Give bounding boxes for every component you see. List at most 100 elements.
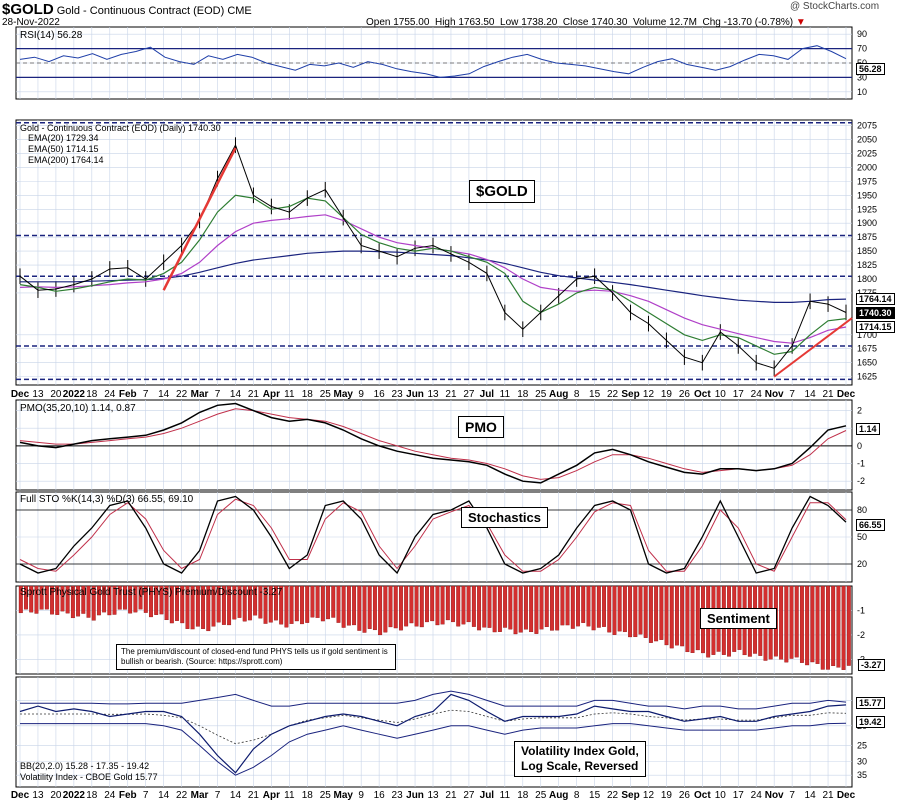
chart-date: 28-Nov-2022 (2, 17, 60, 28)
sentiment-bar (482, 585, 487, 628)
sentiment-bar (846, 585, 851, 666)
vix-callout: Volatility Index Gold, Log Scale, Revers… (514, 741, 646, 777)
x-axis-label: Mar (191, 790, 209, 800)
sentiment-bar (628, 585, 633, 638)
sto-value-tag: 66.55 (856, 519, 885, 531)
sentiment-bar (602, 585, 606, 627)
sentiment-bar (81, 585, 86, 614)
sentiment-bar (34, 585, 39, 614)
x-axis-label: 18 (86, 389, 98, 400)
ema20-legend: EMA(20) 1729.34 (28, 133, 99, 143)
sentiment-bar (695, 585, 700, 651)
sentiment-bar (518, 585, 523, 633)
x-axis-label: 21 (822, 790, 834, 800)
sentiment-bar (44, 585, 49, 610)
x-axis-label: Nov (765, 790, 784, 800)
sentiment-bar (680, 585, 685, 647)
sentiment-bar (18, 585, 23, 614)
x-axis-label: 24 (751, 790, 763, 800)
x-axis-label: 11 (500, 389, 511, 400)
sentiment-bar (70, 585, 75, 619)
sentiment-bar (320, 585, 325, 622)
x-axis-label: Oct (694, 389, 711, 400)
sentiment-bar (180, 585, 185, 624)
x-axis-label: May (333, 389, 353, 400)
x-axis-label: Sep (621, 389, 639, 400)
sentiment-bar (425, 585, 429, 623)
chart-marks (16, 45, 853, 776)
price-legend: Gold - Continuous Contract (EOD) (Daily)… (20, 123, 221, 133)
sentiment-bar (91, 585, 96, 621)
y-tick-label: 1925 (857, 204, 877, 214)
sentiment-bar (638, 585, 643, 635)
x-axis-label: Feb (119, 790, 137, 800)
sentiment-bar (169, 585, 174, 624)
sentiment-bar (612, 585, 617, 635)
x-axis-label: 22 (176, 790, 188, 800)
sentiment-bar (326, 585, 330, 620)
x-axis-label: 10 (715, 389, 727, 400)
x-axis-label: 2022 (63, 790, 86, 800)
sentiment-bar (65, 585, 70, 614)
sentiment-bar (164, 585, 169, 621)
sentiment-bar (310, 585, 315, 618)
ema200-value-tag: 1764.14 (856, 293, 895, 305)
x-axis-label: 16 (374, 389, 386, 400)
y-tick-label: -2 (857, 630, 865, 640)
x-axis-label: Dec (837, 389, 856, 400)
sentiment-bar (586, 585, 591, 627)
sentiment-bar (336, 585, 341, 623)
sentiment-bar (149, 585, 153, 618)
sentiment-bar (497, 585, 502, 632)
y-tick-label: 80 (857, 505, 867, 515)
sentiment-bar (305, 585, 310, 623)
sentiment-bar (383, 585, 388, 633)
sentiment-bar (560, 585, 565, 626)
y-tick-label: 10 (857, 87, 867, 97)
sentiment-bar (409, 585, 414, 624)
sentiment-bar (654, 585, 659, 642)
sentiment-bar (367, 585, 372, 629)
x-axis-label: 20 (50, 790, 62, 800)
sentiment-bar (445, 585, 450, 621)
sentiment-bar (607, 585, 612, 633)
sentiment-bar (794, 585, 799, 658)
sentiment-bar (76, 585, 81, 617)
stochastics-callout: Stochastics (461, 507, 548, 528)
y-tick-label: 1800 (857, 274, 877, 284)
sentiment-bar (685, 585, 690, 653)
sentiment-bar (346, 585, 351, 626)
x-axis-label: 14 (158, 389, 170, 400)
chart-panels: 9070503010207520502025200019751950192519… (15, 26, 877, 788)
sentiment-bar (300, 585, 304, 625)
vix-legend: Volatility Index - CBOE Gold 15.77 (20, 772, 158, 782)
rising-trend-line (773, 317, 853, 378)
x-axis-label: 18 (517, 790, 529, 800)
ema200-legend: EMA(200) 1764.14 (28, 155, 104, 165)
sentiment-bar (675, 585, 679, 646)
x-axis-label: 14 (805, 790, 817, 800)
sentiment-bar (841, 585, 846, 670)
x-axis-label: 19 (661, 790, 673, 800)
bb-lower-tag: 19.42 (856, 716, 885, 728)
x-axis-label: Dec (11, 790, 30, 800)
x-axis-label: 23 (392, 790, 404, 800)
sentiment-note: The premium/discount of closed-end fund … (116, 644, 396, 670)
x-axis-label: Jun (406, 790, 424, 800)
rsi-value-tag: 56.28 (856, 63, 885, 75)
bb-lower-line (20, 722, 847, 776)
x-axis-label: 25 (320, 790, 332, 800)
x-axis-label: 18 (86, 790, 98, 800)
sentiment-bar (274, 585, 278, 621)
sentiment-bar (789, 585, 794, 659)
sentiment-bar (201, 585, 206, 629)
sentiment-bar (279, 585, 284, 625)
sentiment-bar (581, 585, 586, 623)
y-tick-label: 1775 (857, 288, 877, 298)
y-tick-label: 1850 (857, 246, 877, 256)
sentiment-bar (107, 585, 112, 616)
x-axis-label: 10 (715, 790, 727, 800)
sentiment-bar (159, 585, 164, 615)
sentiment-bar (195, 585, 200, 627)
sentiment-bar (779, 585, 784, 660)
